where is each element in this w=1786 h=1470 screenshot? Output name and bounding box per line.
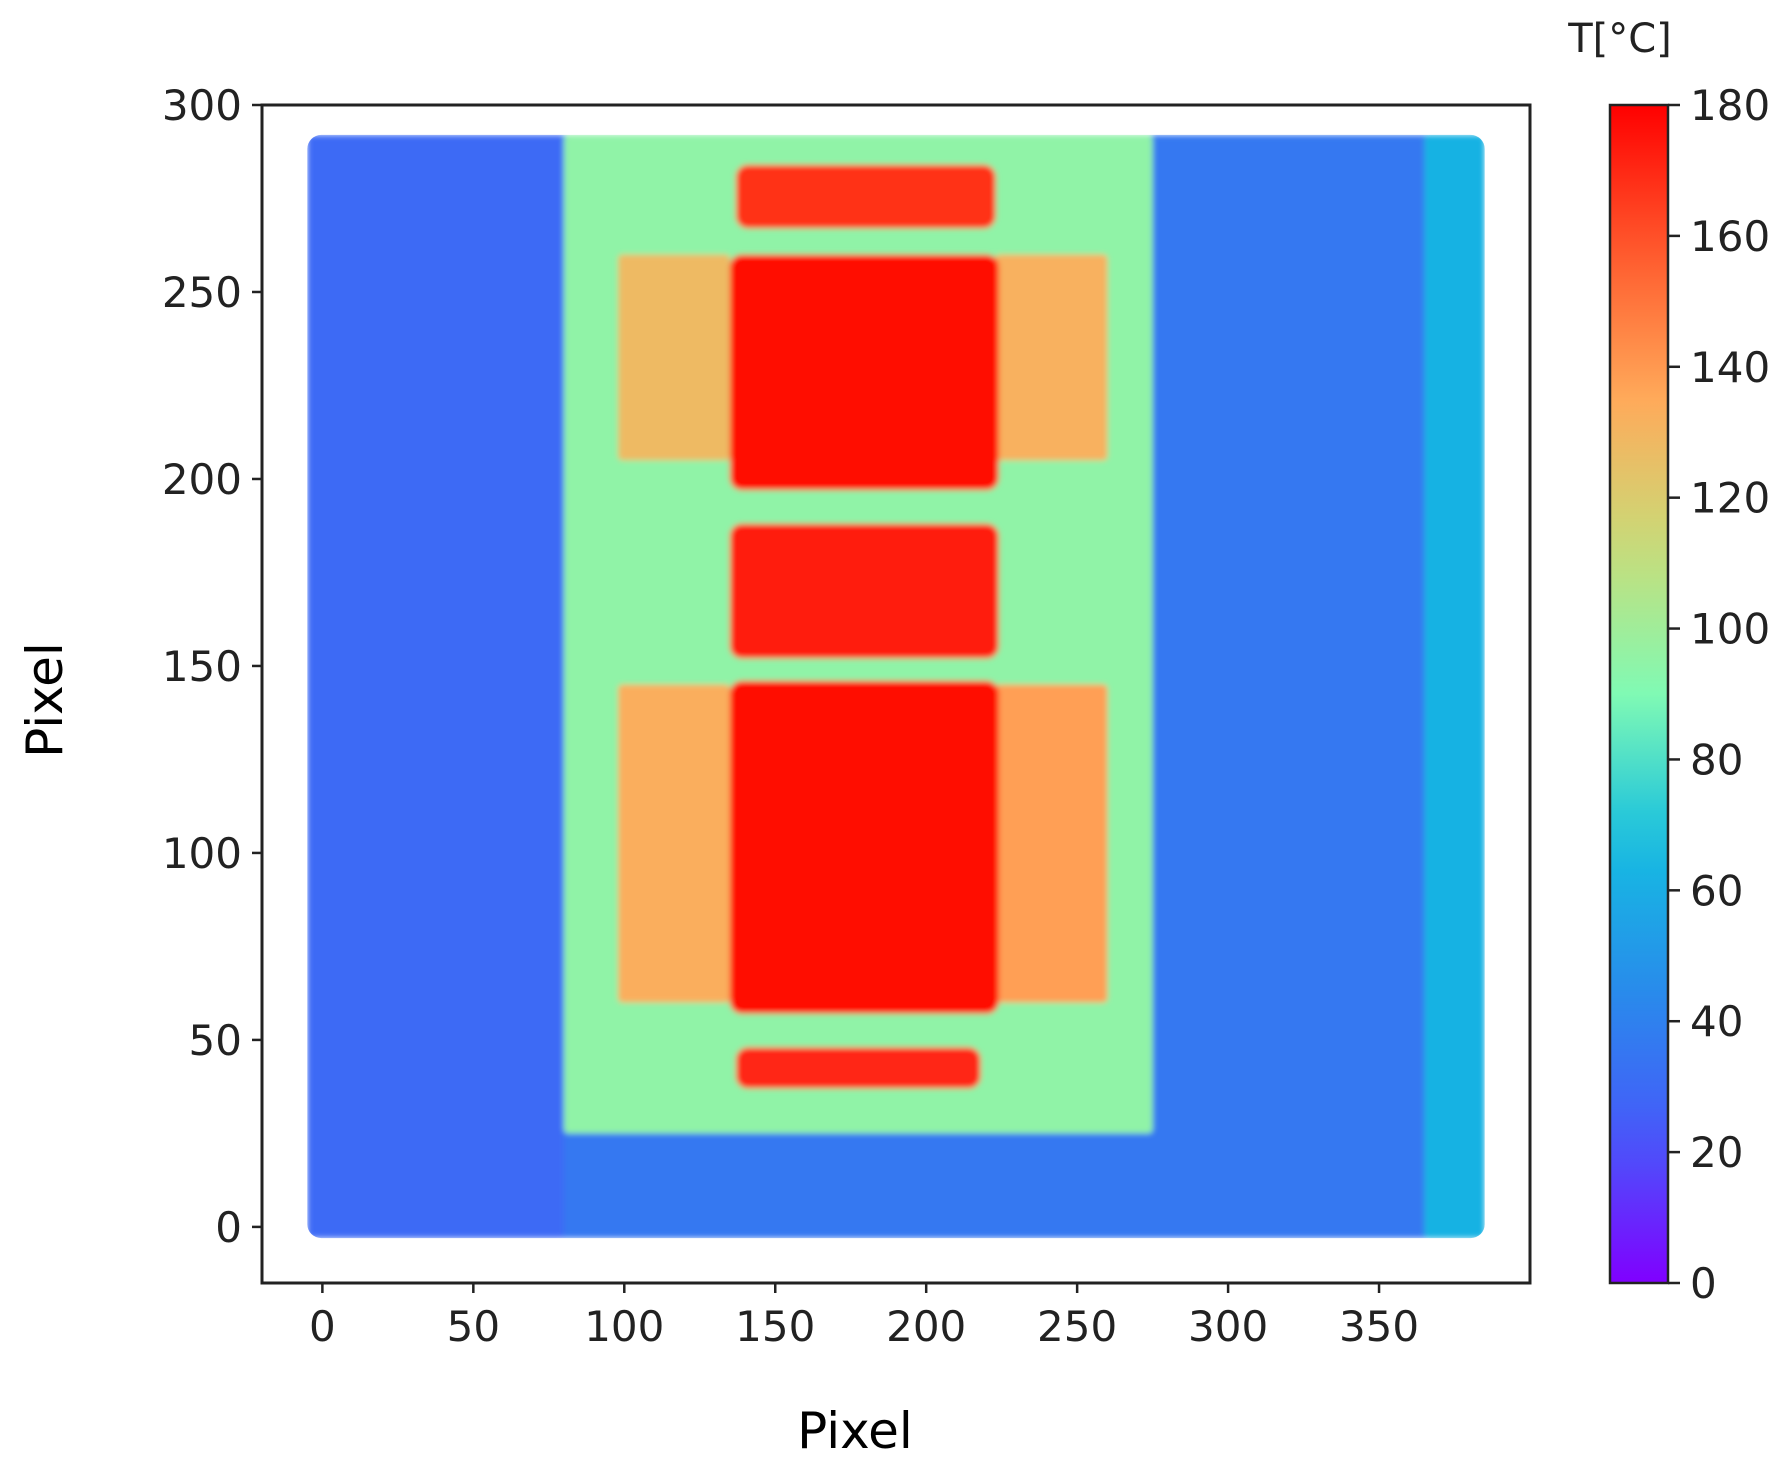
x-axis-ticks: 0 50 100 150 200 250 300 350	[309, 1283, 1419, 1351]
y-tick-label: 100	[162, 829, 242, 878]
colorbar-tick-label: 140	[1690, 343, 1770, 392]
x-tick-label: 200	[886, 1302, 966, 1351]
plot-frame	[260, 103, 1532, 1285]
x-axis-label: Pixel	[797, 1402, 913, 1460]
x-tick-label: 150	[735, 1302, 815, 1351]
y-tick-label: 50	[189, 1016, 242, 1065]
y-tick-label: 250	[162, 268, 242, 317]
heat-region-hot-block-middle	[729, 523, 999, 659]
y-tick-label: 150	[162, 642, 242, 691]
heat-region-hot-block-lower	[729, 680, 999, 1014]
colorbar-tick-label: 180	[1690, 81, 1770, 130]
heat-regions	[307, 134, 1485, 1239]
y-axis-ticks: 0 50 100 150 200 250 300	[162, 81, 262, 1252]
heat-region-side-panel-left-lower	[618, 684, 730, 1003]
heat-region-hot-strip-top	[735, 164, 996, 229]
colorbar-label: T[°C]	[1567, 16, 1672, 62]
colorbar-tick-label: 160	[1690, 212, 1770, 261]
colorbar-tick-label: 40	[1690, 997, 1743, 1046]
colorbar-tick-label: 80	[1690, 735, 1743, 784]
y-tick-label: 0	[215, 1203, 242, 1252]
colorbar-tick-label: 60	[1690, 866, 1743, 915]
x-tick-label: 100	[584, 1302, 664, 1351]
heat-region-side-panel-right-upper	[995, 254, 1108, 461]
colorbar-tick-label: 120	[1690, 474, 1770, 523]
x-tick-label: 350	[1339, 1302, 1419, 1351]
heat-region-left-outer	[307, 134, 564, 1239]
y-axis-label: Pixel	[16, 642, 74, 758]
heatmap-image	[307, 134, 1485, 1239]
heat-region-side-panel-right-lower	[995, 684, 1108, 1003]
x-tick-label: 0	[309, 1302, 336, 1351]
x-tick-label: 250	[1037, 1302, 1117, 1351]
colorbar	[1608, 103, 1670, 1285]
y-tick-label: 200	[162, 455, 242, 504]
heat-region-side-panel-left-upper	[618, 254, 730, 461]
heat-region-hot-strip-bottom	[735, 1047, 981, 1089]
heat-region-right-edge-strip	[1424, 134, 1485, 1239]
colorbar-ticks: 0 20 40 60 80 100 120 140 160 180	[1668, 81, 1770, 1308]
colorbar-tick-label: 100	[1690, 605, 1770, 654]
colorbar-tick-label: 0	[1690, 1259, 1717, 1308]
heat-region-hot-block-upper	[729, 254, 999, 491]
x-tick-label: 300	[1188, 1302, 1268, 1351]
colorbar-tick-label: 20	[1690, 1128, 1743, 1177]
y-tick-label: 300	[162, 81, 242, 130]
x-tick-label: 50	[447, 1302, 500, 1351]
